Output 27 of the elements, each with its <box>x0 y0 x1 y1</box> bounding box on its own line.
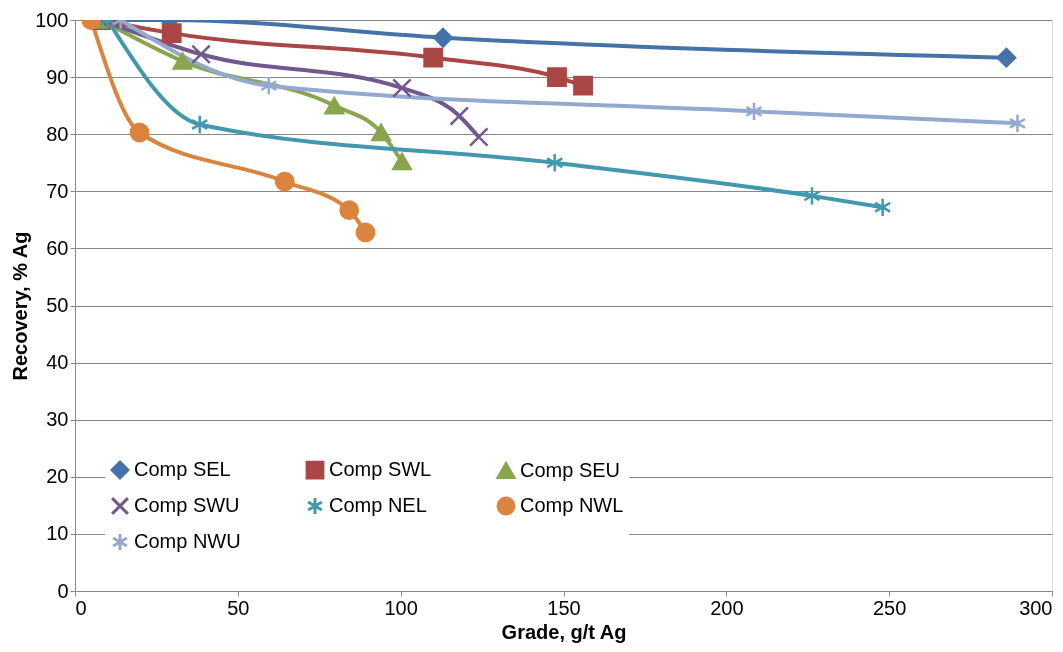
y-tick-label: 50 <box>46 294 69 316</box>
legend-label: Comp NEL <box>329 494 427 516</box>
y-tick-label: 70 <box>46 179 69 202</box>
y-tick-label: 60 <box>46 236 69 259</box>
x-tick-label: 50 <box>227 596 250 619</box>
x-tick-label: 0 <box>75 596 87 619</box>
x-tick-label: 200 <box>710 596 744 619</box>
legend-label: Comp NWU <box>134 530 241 552</box>
y-tick-label: 80 <box>46 122 69 145</box>
x-tick-label: 150 <box>547 596 581 619</box>
y-tick-label: 90 <box>46 65 69 88</box>
y-tick-label: 10 <box>46 522 69 545</box>
x-tick-label: 300 <box>1019 596 1053 619</box>
y-tick-label: 100 <box>35 8 69 31</box>
legend-label: Comp SEU <box>520 458 621 481</box>
x-axis-title: Grade, g/t Ag <box>501 620 627 643</box>
y-tick-label: 30 <box>46 408 69 431</box>
x-tick-label: 100 <box>384 596 418 619</box>
x-tick-label: 250 <box>872 596 907 619</box>
y-tick-label: 20 <box>46 465 69 488</box>
y-axis-title: Recovery, % Ag <box>9 231 32 381</box>
legend-label: Comp SWU <box>134 494 240 516</box>
legend-label: Comp NWL <box>520 494 624 516</box>
y-tick-label: 0 <box>57 579 69 602</box>
y-tick-label: 40 <box>46 351 69 374</box>
legend-label: Comp SWL <box>329 458 432 481</box>
legend-label: Comp SEL <box>134 458 231 481</box>
